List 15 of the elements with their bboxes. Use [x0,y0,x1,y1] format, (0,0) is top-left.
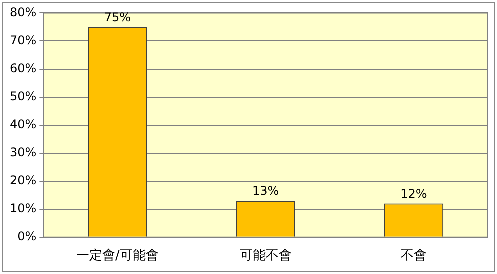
data-label: 13% [252,184,280,198]
y-tick-label: 20% [10,173,37,188]
y-tick-label: 70% [10,33,37,48]
data-label: 12% [400,186,428,201]
x-tick-label: 一定會/可能會 [76,248,159,264]
y-tick-label: 80% [10,5,37,20]
y-tick-label: 40% [10,117,37,132]
x-tick-label: 可能不會 [240,248,292,264]
y-tick-label: 60% [10,61,37,76]
y-tick-label: 10% [10,202,37,216]
data-label: 75% [104,10,132,24]
x-tick-label: 不會 [400,248,427,264]
y-tick-label: 0% [18,230,37,244]
y-tick-label: 50% [10,89,37,104]
y-tick-label: 30% [10,145,37,160]
